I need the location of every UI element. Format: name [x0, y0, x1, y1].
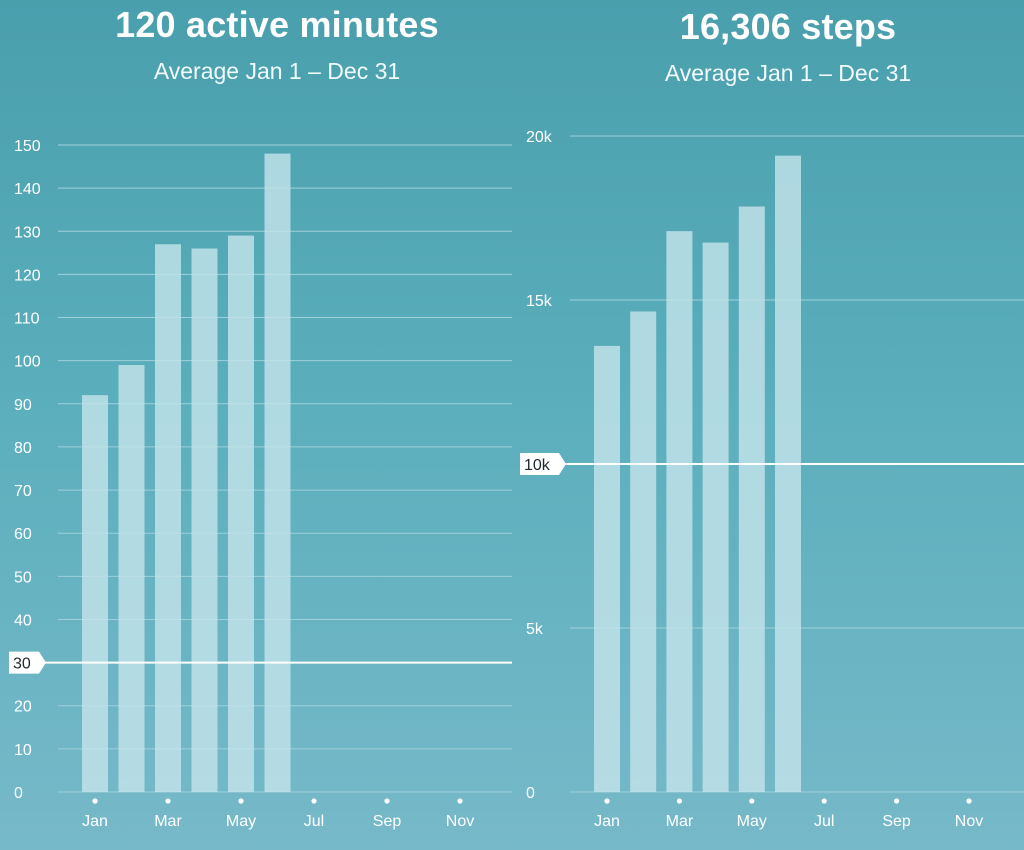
month-dot [676, 798, 682, 804]
steps-title: 16,306 steps [679, 6, 897, 47]
y-tick-label: 15k [526, 293, 553, 310]
y-tick-label: 0 [526, 785, 535, 802]
month-dot [821, 798, 827, 804]
y-tick-label: 140 [14, 181, 41, 198]
steps-panel: 0 5k 15k 20k 10k Jan Mar May Jul Sep Nov 16,306 st… [512, 0, 1024, 850]
bar-jan [594, 345, 620, 792]
goal-label: 10k [524, 457, 551, 474]
x-tick-label: Mar [666, 813, 694, 830]
bar-mar [666, 231, 693, 792]
month-dot [749, 798, 755, 804]
month-dot [457, 798, 463, 804]
month-dot [384, 798, 390, 804]
bar-apr [702, 242, 729, 793]
active-minutes-title: 120 active minutes [115, 4, 439, 45]
x-tick-label: Jan [82, 813, 108, 830]
x-tick-label: Nov [446, 813, 474, 830]
goal-label: 30 [13, 656, 31, 673]
y-tick-label: 150 [14, 138, 41, 155]
month-dot [894, 798, 900, 804]
month-dot [311, 798, 317, 804]
y-tick-label: 50 [14, 569, 32, 586]
bar-may [228, 235, 254, 792]
month-dot [604, 798, 610, 804]
active-minutes-panel: 010203040506070809010011012013014015030J… [9, 4, 512, 830]
bar-mar [155, 244, 181, 792]
bar-feb [118, 364, 145, 792]
month-dot [966, 798, 972, 804]
goal-badge [520, 453, 566, 475]
x-tick-label: Jul [304, 813, 324, 830]
y-tick-label: 20 [14, 699, 32, 716]
x-tick-label: Nov [955, 813, 983, 830]
y-tick-label: 70 [14, 483, 32, 500]
steps-subtitle: Average Jan 1 – Dec 31 [664, 60, 912, 86]
active-minutes-chart: 010203040506070809010011012013014015030J… [9, 138, 512, 830]
x-tick-label: Sep [882, 813, 911, 830]
y-tick-label: 80 [14, 440, 32, 457]
active-minutes-subtitle: Average Jan 1 – Dec 31 [153, 58, 401, 84]
y-tick-label: 120 [14, 267, 41, 284]
bar-apr [191, 248, 218, 792]
y-tick-label: 0 [14, 785, 23, 802]
y-tick-label: 90 [14, 397, 32, 414]
bar-jun [775, 155, 801, 792]
y-tick-label: 10 [14, 742, 32, 759]
y-tick-label: 5k [526, 621, 544, 638]
x-tick-label: Mar [154, 813, 182, 830]
bar-jun [264, 153, 291, 793]
y-tick-label: 40 [14, 612, 32, 629]
month-dot [92, 798, 98, 804]
bar-jan [82, 395, 108, 792]
bar-feb [630, 311, 657, 792]
month-dot [165, 798, 171, 804]
x-tick-label: May [737, 813, 767, 830]
y-tick-label: 110 [14, 311, 40, 328]
y-tick-label: 20k [526, 129, 553, 146]
x-tick-label: Sep [373, 813, 402, 830]
steps-chart: 0 5k 15k 20k 10k Jan Mar May Jul Sep Nov [520, 129, 1024, 830]
bar-may [738, 206, 765, 792]
x-tick-label: Jul [814, 813, 834, 830]
x-tick-label: May [226, 813, 256, 830]
y-tick-label: 60 [14, 526, 32, 543]
y-tick-label: 100 [14, 354, 41, 371]
y-tick-label: 130 [14, 224, 41, 241]
month-dot [238, 798, 244, 804]
goal-badge [9, 651, 46, 674]
x-tick-label: Jan [594, 813, 620, 830]
